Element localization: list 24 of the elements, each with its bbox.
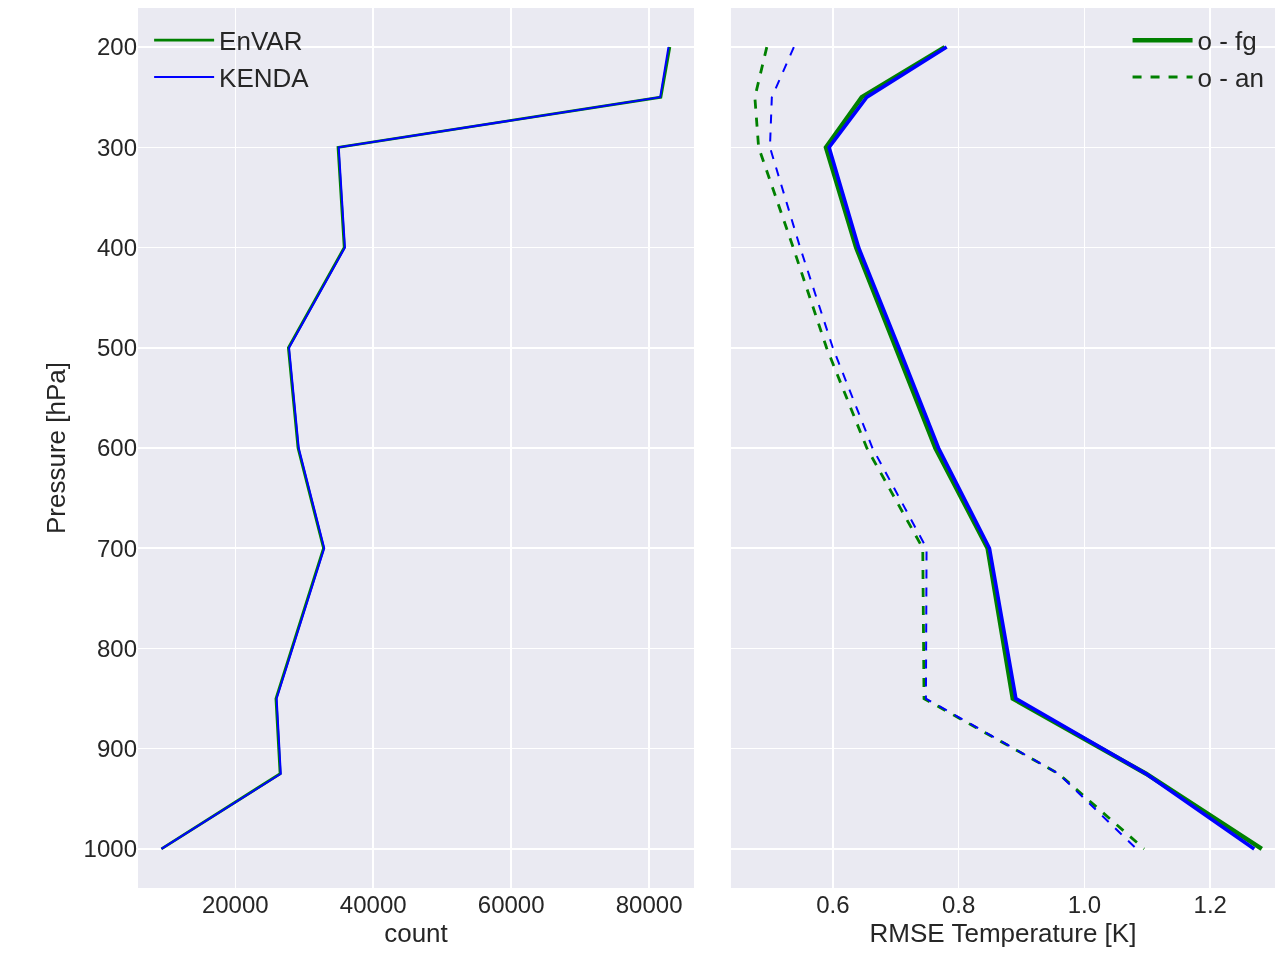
- x-axis-title: RMSE Temperature [K]: [869, 918, 1137, 948]
- y-tick-label: 600: [96, 434, 137, 462]
- x-tick-label: 40000: [339, 891, 407, 918]
- y-tick-label: 500: [96, 334, 137, 362]
- legend-label: o - fg: [1197, 26, 1257, 57]
- x-tick-label: 0.8: [941, 891, 976, 918]
- x-tick-label: 0.6: [816, 891, 850, 918]
- x-tick-label: 80000: [615, 891, 683, 918]
- legend-label: EnVAR: [219, 26, 303, 57]
- x-tick-label: 1.2: [1193, 891, 1227, 918]
- legend-label: KENDA: [219, 63, 310, 94]
- x-tick-label: 20000: [201, 891, 269, 918]
- x-tick-label: 1.0: [1067, 891, 1102, 918]
- y-tick-label: 200: [96, 33, 137, 61]
- y-tick-label: 900: [96, 735, 137, 763]
- y-axis-title: Pressure [hPa]: [41, 362, 72, 534]
- y-tick-label: 700: [96, 534, 137, 562]
- y-tick-label: 1000: [83, 835, 137, 863]
- x-tick-label: 60000: [477, 891, 545, 918]
- x-axis-title: count: [384, 918, 449, 948]
- y-tick-label: 800: [96, 634, 137, 662]
- y-tick-label: 400: [96, 233, 137, 261]
- legend-label: o - an: [1197, 63, 1265, 94]
- y-tick-label: 300: [96, 133, 137, 161]
